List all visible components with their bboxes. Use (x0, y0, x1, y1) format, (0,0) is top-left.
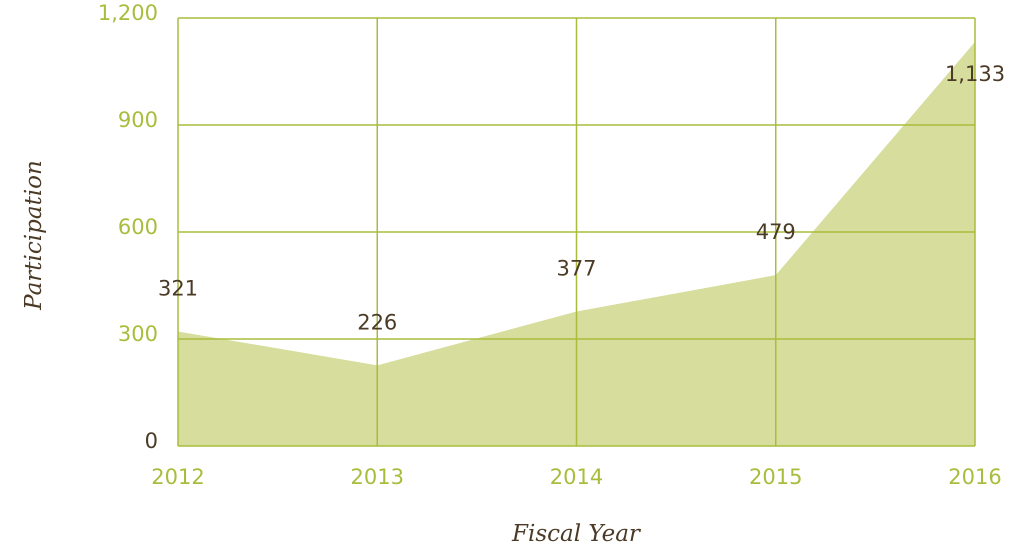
x-tick-label: 2016 (948, 465, 1001, 489)
data-label: 226 (357, 310, 397, 334)
y-axis-title: Participation (21, 160, 47, 311)
data-label: 1,133 (945, 62, 1005, 86)
x-tick-label: 2012 (151, 465, 204, 489)
data-label: 321 (158, 277, 198, 301)
data-label: 479 (756, 220, 796, 244)
y-tick-label: 0 (145, 429, 158, 453)
y-tick-label: 300 (118, 322, 158, 346)
x-tick-label: 2014 (550, 465, 603, 489)
x-tick-label: 2015 (749, 465, 802, 489)
x-axis-title: Fiscal Year (511, 521, 642, 547)
data-label: 377 (556, 257, 596, 281)
x-tick-label: 2013 (351, 465, 404, 489)
y-tick-label: 1,200 (98, 1, 158, 25)
y-tick-label: 900 (118, 108, 158, 132)
y-tick-label: 600 (118, 215, 158, 239)
